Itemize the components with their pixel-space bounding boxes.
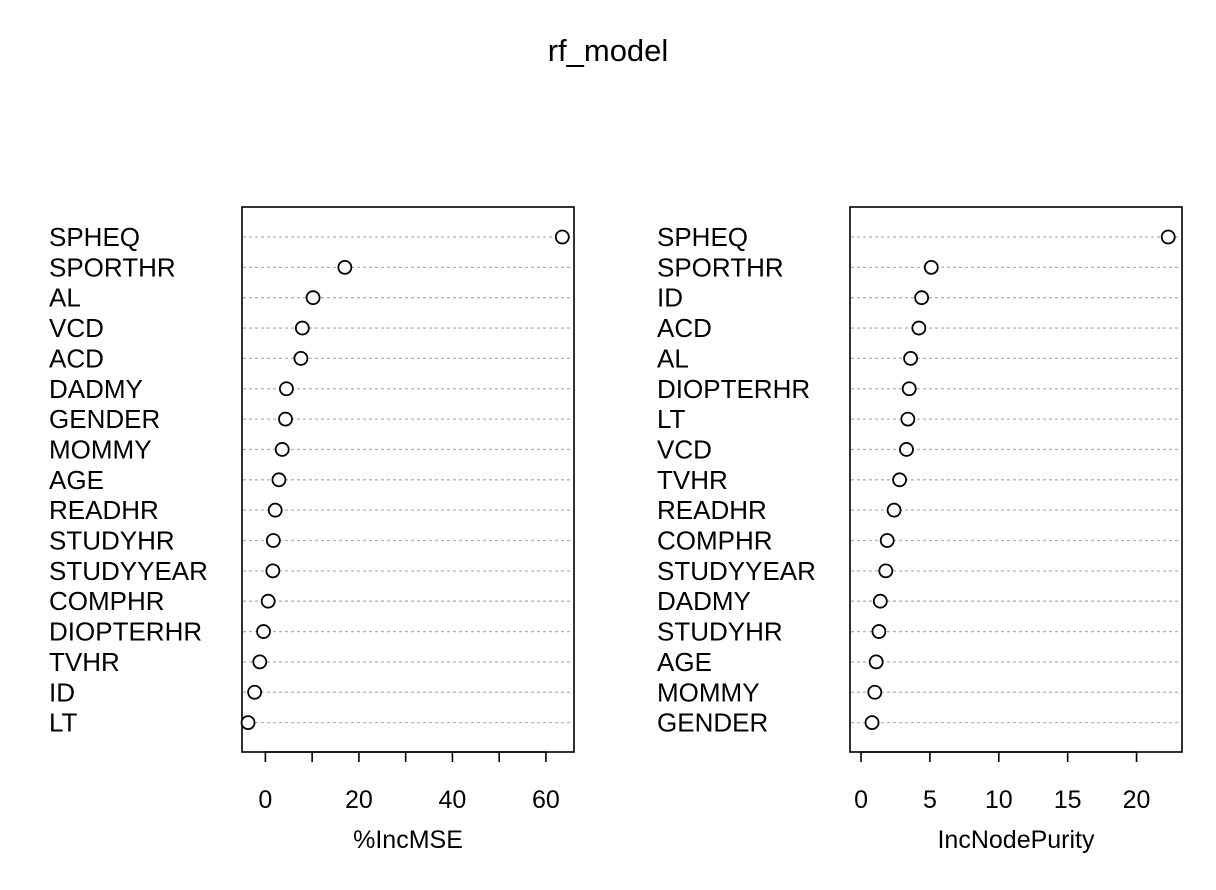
data-point [240, 715, 256, 730]
data-point [554, 229, 570, 245]
x-tick-label: 0 [258, 786, 272, 814]
variable-label: VCD [657, 434, 712, 464]
variable-label: VCD [49, 313, 104, 343]
data-point [872, 593, 888, 609]
data-point [252, 654, 268, 670]
variable-label: LT [657, 404, 686, 434]
variable-label: ACD [49, 343, 104, 373]
data-point [278, 411, 293, 427]
data-point [256, 624, 271, 639]
data-point [868, 654, 884, 670]
x-axis-title: %IncMSE [353, 826, 463, 854]
data-point [247, 684, 263, 700]
variable-label: AL [657, 343, 689, 373]
variable-label: READHR [657, 495, 767, 525]
incnodepurity-panel: SPHEQSPORTHRIDACDALDIOPTERHRLTVCDTVHRREA… [657, 206, 1183, 854]
variable-label: SPORTHR [657, 252, 784, 282]
data-point [274, 442, 290, 457]
variable-label: AGE [49, 465, 104, 495]
variable-label: DADMY [657, 586, 751, 616]
data-point [1160, 229, 1176, 245]
data-point [899, 442, 914, 457]
variable-label: COMPHR [657, 526, 773, 556]
x-tick-label: 20 [1123, 786, 1151, 814]
data-point [265, 563, 281, 579]
variable-label: ID [657, 283, 683, 313]
x-tick-label: 20 [345, 786, 373, 814]
data-point [294, 320, 310, 336]
data-point [886, 502, 902, 518]
data-point [867, 684, 883, 700]
variable-label: SPORTHR [49, 252, 176, 282]
variable-label: ACD [657, 313, 712, 343]
data-point [914, 290, 930, 306]
x-tick-label: 0 [854, 786, 868, 814]
data-point [879, 533, 895, 548]
variable-label: STUDYHR [49, 526, 175, 556]
variable-label: AL [49, 283, 81, 313]
data-point [871, 624, 887, 639]
data-point [305, 290, 321, 306]
data-point [279, 381, 294, 397]
chart-title: rf_model [548, 33, 669, 68]
data-point [267, 502, 283, 518]
data-point [265, 533, 281, 548]
variable-label: SPHEQ [49, 222, 140, 252]
variable-label: GENDER [49, 404, 160, 434]
data-point [260, 593, 276, 609]
variable-label: COMPHR [49, 586, 165, 616]
variable-label: TVHR [49, 647, 120, 677]
variable-label: DIOPTERHR [49, 617, 202, 647]
variable-label: SPHEQ [657, 222, 748, 252]
variable-label: STUDYYEAR [657, 556, 816, 586]
variable-label: DADMY [49, 374, 143, 404]
x-tick-label: 60 [532, 786, 560, 814]
data-point [892, 472, 907, 488]
variable-label: DIOPTERHR [657, 374, 810, 404]
variable-label: MOMMY [49, 434, 152, 464]
data-point [864, 715, 880, 730]
x-tick-label: 40 [439, 786, 467, 814]
variable-label: MOMMY [657, 677, 760, 707]
variable-label: ID [49, 677, 75, 707]
variable-label: LT [49, 708, 78, 738]
data-point [903, 350, 919, 366]
data-point [923, 259, 939, 275]
variable-label: STUDYHR [657, 617, 783, 647]
data-point [271, 472, 287, 488]
variable-label: READHR [49, 495, 159, 525]
variable-label: GENDER [657, 708, 768, 738]
x-axis-title: IncNodePurity [937, 826, 1095, 854]
variable-label: STUDYYEAR [49, 556, 208, 586]
data-point [878, 563, 894, 579]
data-point [337, 259, 353, 275]
data-point [911, 320, 927, 336]
x-tick-label: 5 [923, 786, 937, 814]
x-tick-label: 10 [985, 786, 1013, 814]
data-point [900, 411, 916, 427]
data-point [901, 381, 917, 397]
variable-label: AGE [657, 647, 712, 677]
incmse-panel: SPHEQSPORTHRALVCDACDDADMYGENDERMOMMYAGER… [49, 206, 575, 854]
data-point [293, 350, 309, 366]
variable-label: TVHR [657, 465, 728, 495]
x-tick-label: 15 [1054, 786, 1082, 814]
